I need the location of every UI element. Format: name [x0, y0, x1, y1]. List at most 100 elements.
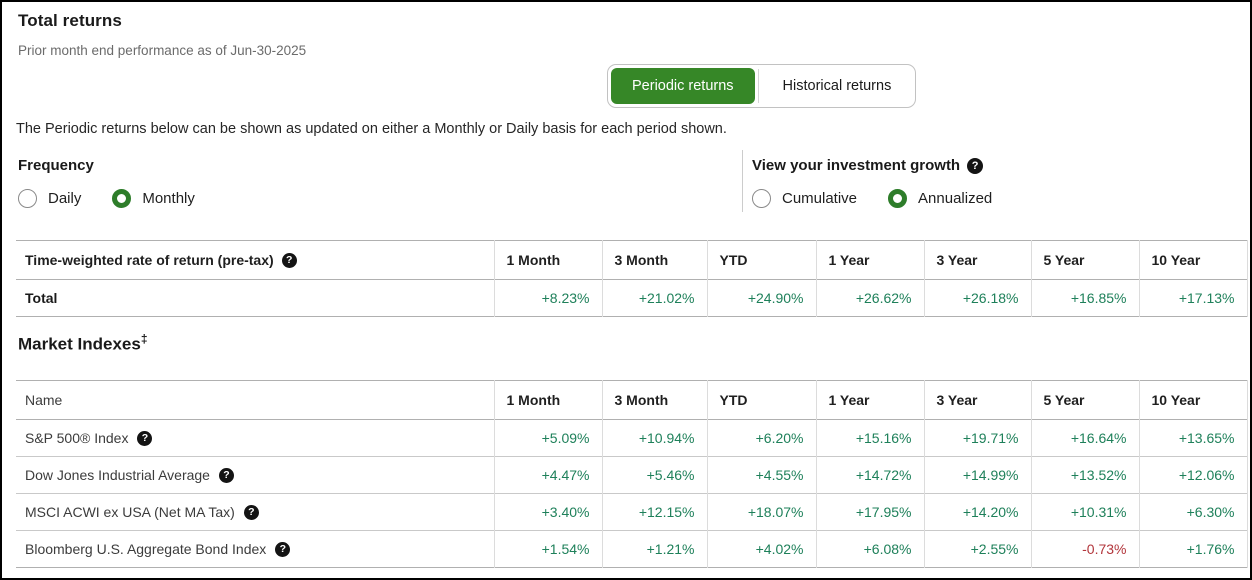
- radio-cumulative-label: Cumulative: [782, 190, 858, 207]
- returns-table-title: Time-weighted rate of return (pre-tax): [25, 252, 274, 268]
- agg-1month: +1.54%: [493, 530, 602, 568]
- col-header-3month: 3 Month: [601, 240, 707, 280]
- radio-annualized[interactable]: Annualized: [888, 189, 992, 208]
- table-row-bloomberg-agg: Bloomberg U.S. Aggregate Bond Index ? +1…: [16, 530, 1248, 568]
- col-header-5year: 5 Year: [1030, 380, 1139, 420]
- radio-selected-icon[interactable]: [112, 189, 132, 208]
- investment-growth-control: View your investment growth ? Cumulative…: [752, 157, 992, 208]
- sp500-5year: +16.64%: [1030, 419, 1139, 457]
- col-header-1month: 1 Month: [493, 240, 602, 280]
- frequency-radio-group: Daily Monthly: [18, 189, 195, 208]
- market-indexes-heading-text: Market Indexes: [18, 334, 141, 354]
- col-header-10year: 10 Year: [1138, 240, 1248, 280]
- index-name-cell: Dow Jones Industrial Average ?: [16, 457, 494, 494]
- index-name: S&P 500® Index: [25, 430, 129, 446]
- agg-5year: -0.73%: [1030, 530, 1139, 568]
- sp500-10year: +13.65%: [1138, 419, 1248, 457]
- index-name: MSCI ACWI ex USA (Net MA Tax): [25, 504, 235, 520]
- help-icon[interactable]: ?: [275, 541, 291, 557]
- total-10year: +17.13%: [1138, 279, 1248, 317]
- table-row-total: Total +8.23% +21.02% +24.90% +26.62% +26…: [16, 279, 1248, 317]
- radio-monthly[interactable]: Monthly: [112, 189, 195, 208]
- agg-1year: +6.08%: [815, 530, 924, 568]
- help-icon[interactable]: ?: [243, 504, 259, 520]
- radio-selected-icon[interactable]: [888, 189, 908, 208]
- col-header-ytd: YTD: [706, 380, 816, 420]
- agg-10year: +1.76%: [1138, 530, 1248, 568]
- total-ytd: +24.90%: [706, 279, 816, 317]
- total-5year: +16.85%: [1030, 279, 1139, 317]
- col-header-3month: 3 Month: [601, 380, 707, 420]
- time-weighted-returns-table: Time-weighted rate of return (pre-tax) ?…: [16, 240, 1248, 317]
- sp500-1month: +5.09%: [493, 419, 602, 457]
- page-title: Total returns: [18, 11, 122, 30]
- market-indexes-heading: Market Indexes‡: [18, 332, 148, 355]
- toggle-divider: [757, 69, 759, 103]
- index-name: Bloomberg U.S. Aggregate Bond Index: [25, 541, 267, 557]
- frequency-control: Frequency Daily Monthly: [18, 157, 195, 208]
- sp500-ytd: +6.20%: [706, 419, 816, 457]
- radio-cumulative[interactable]: Cumulative: [752, 189, 857, 208]
- table-row-dow-jones: Dow Jones Industrial Average ? +4.47% +5…: [16, 456, 1248, 494]
- col-header-1year: 1 Year: [815, 380, 924, 420]
- help-icon[interactable]: ?: [137, 430, 153, 446]
- periodic-returns-description: The Periodic returns below can be shown …: [16, 121, 727, 137]
- col-header-name: Name: [25, 392, 63, 408]
- radio-unselected-icon[interactable]: [752, 189, 771, 208]
- help-icon[interactable]: ?: [281, 252, 297, 268]
- frequency-label: Frequency: [18, 157, 94, 174]
- radio-unselected-icon[interactable]: [18, 189, 37, 208]
- help-icon[interactable]: ?: [218, 467, 234, 483]
- help-icon[interactable]: ?: [967, 157, 984, 174]
- sp500-3month: +10.94%: [601, 419, 707, 457]
- double-dagger-footnote-mark: ‡: [140, 332, 148, 346]
- returns-table-title-cell: Time-weighted rate of return (pre-tax) ?: [16, 241, 494, 280]
- agg-3month: +1.21%: [601, 530, 707, 568]
- growth-radio-group: Cumulative Annualized: [752, 189, 992, 208]
- col-header-5year: 5 Year: [1030, 240, 1139, 280]
- msci-ytd: +18.07%: [706, 493, 816, 531]
- radio-annualized-label: Annualized: [918, 190, 993, 207]
- market-indexes-table: Name 1 Month 3 Month YTD 1 Year 3 Year 5…: [16, 380, 1248, 568]
- dow-10year: +12.06%: [1138, 456, 1248, 494]
- index-name-cell: S&P 500® Index ?: [16, 420, 494, 457]
- radio-daily-label: Daily: [48, 190, 82, 207]
- col-header-ytd: YTD: [706, 240, 816, 280]
- table-header-row: Time-weighted rate of return (pre-tax) ?…: [16, 240, 1248, 280]
- index-name-cell: MSCI ACWI ex USA (Net MA Tax) ?: [16, 494, 494, 531]
- dow-3year: +14.99%: [923, 456, 1031, 494]
- dow-1month: +4.47%: [493, 456, 602, 494]
- col-header-3year: 3 Year: [923, 380, 1031, 420]
- col-header-3year: 3 Year: [923, 240, 1031, 280]
- total-3year: +26.18%: [923, 279, 1031, 317]
- historical-returns-button[interactable]: Historical returns: [762, 68, 913, 104]
- msci-5year: +10.31%: [1030, 493, 1139, 531]
- dow-3month: +5.46%: [601, 456, 707, 494]
- msci-10year: +6.30%: [1138, 493, 1248, 531]
- total-1year: +26.62%: [815, 279, 924, 317]
- row-label-total: Total: [25, 290, 58, 306]
- col-header-1year: 1 Year: [815, 240, 924, 280]
- investment-growth-label: View your investment growth ?: [752, 157, 992, 174]
- dow-5year: +13.52%: [1030, 456, 1139, 494]
- index-name-cell: Bloomberg U.S. Aggregate Bond Index ?: [16, 531, 494, 568]
- agg-ytd: +4.02%: [706, 530, 816, 568]
- msci-1month: +3.40%: [493, 493, 602, 531]
- table-row-msci-acwi: MSCI ACWI ex USA (Net MA Tax) ? +3.40% +…: [16, 493, 1248, 531]
- sp500-3year: +19.71%: [923, 419, 1031, 457]
- dow-1year: +14.72%: [815, 456, 924, 494]
- dow-ytd: +4.55%: [706, 456, 816, 494]
- sp500-1year: +15.16%: [815, 419, 924, 457]
- total-1month: +8.23%: [493, 279, 602, 317]
- as-of-date: Prior month end performance as of Jun-30…: [18, 43, 307, 58]
- msci-3month: +12.15%: [601, 493, 707, 531]
- radio-monthly-label: Monthly: [142, 190, 195, 207]
- periodic-returns-button[interactable]: Periodic returns: [611, 68, 755, 104]
- radio-daily[interactable]: Daily: [18, 189, 81, 208]
- investment-growth-label-text: View your investment growth: [752, 157, 961, 174]
- table-row-sp500: S&P 500® Index ? +5.09% +10.94% +6.20% +…: [16, 419, 1248, 457]
- table-header-row: Name 1 Month 3 Month YTD 1 Year 3 Year 5…: [16, 380, 1248, 420]
- returns-view-toggle: Periodic returns Historical returns: [607, 64, 917, 108]
- controls-divider: [742, 150, 743, 212]
